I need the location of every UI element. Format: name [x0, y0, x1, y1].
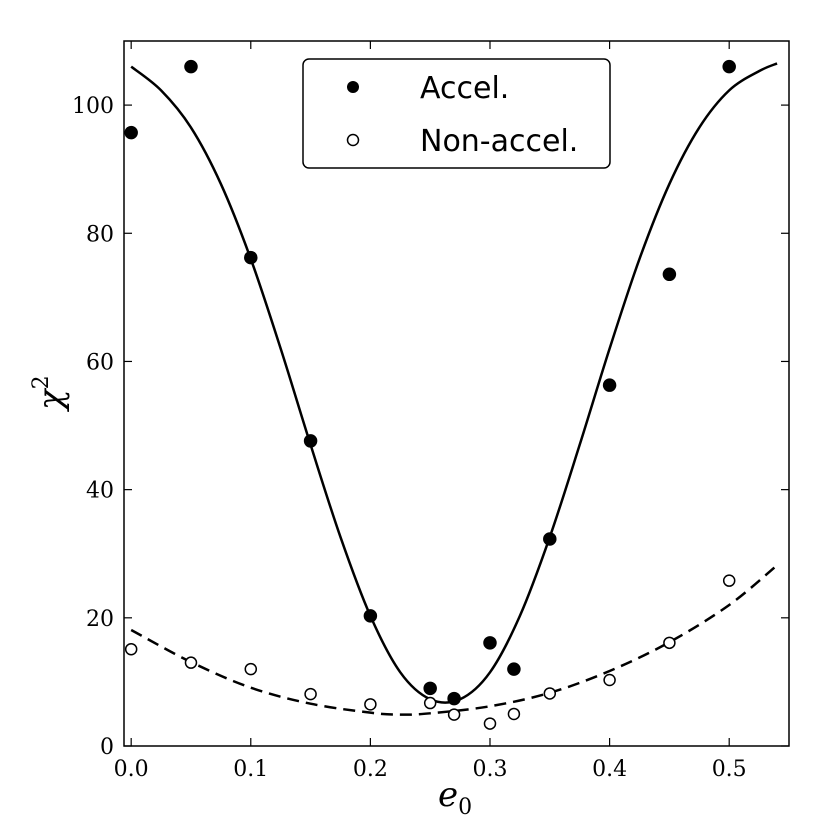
y-tick-label: 40 [86, 479, 114, 504]
x-tick-label: 0.3 [472, 757, 507, 782]
y-axis-title: χ2 [29, 375, 71, 412]
accel-point [124, 125, 138, 140]
accel-point [722, 59, 736, 74]
non-accel-fit-line [130, 564, 778, 716]
non-accel-point [483, 717, 497, 730]
accel-point [483, 636, 497, 650]
non-accel-point [364, 698, 377, 711]
x-tick-label: 0.2 [353, 757, 388, 782]
non-accel-point [423, 696, 437, 710]
y-tick-label: 100 [72, 94, 114, 119]
accel-point [602, 378, 617, 392]
non-accel-point [603, 673, 616, 687]
legend-label-accel: Accel. [420, 71, 509, 106]
legend-label-non-accel: Non-accel. [420, 124, 578, 159]
legend-box [302, 58, 611, 169]
x-tick-label: 0.4 [592, 757, 627, 782]
non-accel-point [543, 687, 557, 700]
plot-frame [123, 40, 790, 747]
y-tick-label: 20 [86, 607, 114, 632]
x-axis-title: e0 [438, 775, 472, 820]
x-tick-label: 0.0 [114, 757, 149, 782]
non-accel-point [507, 707, 521, 721]
accel-point [447, 691, 461, 706]
legend-marker-non-accel [346, 133, 360, 147]
non-accel-point [124, 642, 138, 656]
legend-marker-accel [347, 81, 359, 93]
non-accel-point [244, 662, 258, 676]
y-tick-label: 0 [100, 735, 114, 760]
x-axis-ticks: 0.0 0.1 0.2 0.3 0.4 0.5 [114, 41, 747, 782]
accel-point [303, 434, 318, 448]
legend: Accel. Non-accel. [302, 58, 611, 169]
y-axis-title-superscript: 2 [29, 375, 54, 389]
y-tick-label: 60 [86, 350, 114, 375]
non-accel-point [184, 656, 198, 669]
accel-point [507, 662, 521, 676]
accel-point [543, 532, 557, 546]
x-tick-label: 0.1 [233, 757, 268, 782]
accel-point [244, 250, 258, 265]
non-accel-point [447, 708, 461, 721]
y-axis-ticks: 0 20 40 60 80 100 [72, 94, 789, 760]
data-points [124, 59, 736, 730]
x-tick-label: 0.5 [712, 757, 747, 782]
x-axis-title-subscript: 0 [458, 795, 472, 820]
non-accel-point [663, 636, 676, 650]
accel-point [184, 59, 198, 74]
y-tick-label: 80 [86, 222, 114, 247]
accel-point [363, 609, 378, 623]
accel-point [662, 267, 677, 282]
non-accel-point [304, 687, 317, 701]
accel-point [423, 681, 437, 696]
non-accel-point [722, 574, 736, 587]
